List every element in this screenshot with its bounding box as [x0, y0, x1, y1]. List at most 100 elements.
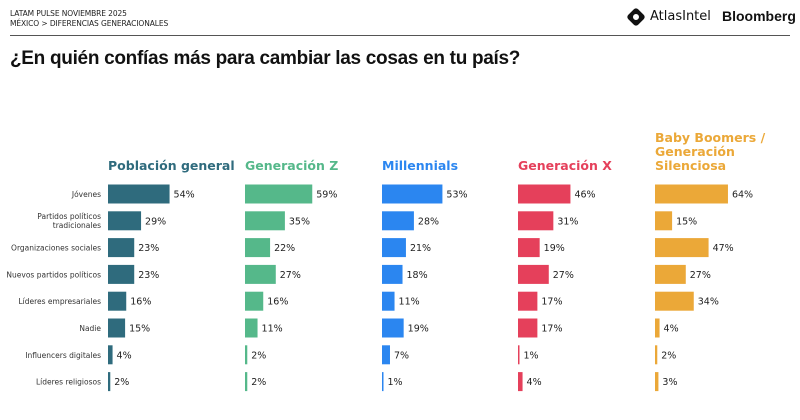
data-label: 2% — [251, 377, 266, 388]
report-name: LATAM PULSE NOVIEMBRE 2025 — [10, 9, 127, 18]
data-label: 46% — [574, 190, 595, 201]
bar — [518, 238, 540, 258]
category-label: Influencers digitales — [25, 351, 101, 360]
bar — [245, 264, 276, 284]
bar — [382, 184, 443, 204]
data-label: 15% — [129, 324, 150, 335]
bar — [518, 345, 520, 365]
bar — [518, 184, 571, 204]
data-label: 59% — [316, 190, 337, 201]
data-label: 4% — [117, 350, 132, 361]
data-label: 16% — [267, 297, 288, 308]
data-label: 16% — [130, 297, 151, 308]
bar — [108, 291, 127, 311]
divider — [10, 35, 790, 36]
data-label: 2% — [114, 377, 129, 388]
bar — [518, 211, 554, 231]
data-label: 22% — [274, 243, 295, 254]
data-label: 19% — [544, 243, 565, 254]
data-label: 7% — [394, 350, 409, 361]
data-label: 3% — [662, 377, 677, 388]
atlasintel-logo: AtlasIntel — [626, 6, 711, 27]
bar — [245, 318, 258, 338]
data-label: 47% — [713, 243, 734, 254]
bar — [518, 264, 549, 284]
data-label: 2% — [661, 350, 676, 361]
data-label: 28% — [418, 216, 439, 227]
bar — [108, 264, 135, 284]
data-label: 54% — [174, 190, 195, 201]
data-label: 11% — [262, 324, 283, 335]
bar — [108, 345, 113, 365]
bar — [245, 345, 248, 365]
data-label: 1% — [388, 377, 403, 388]
category-label: Organizaciones sociales — [11, 244, 101, 253]
category-label: Líderes religiosos — [36, 378, 101, 387]
data-label: 35% — [289, 216, 310, 227]
data-label: 21% — [410, 243, 431, 254]
data-label: 17% — [541, 297, 562, 308]
bar — [382, 372, 384, 392]
bar — [518, 291, 538, 311]
series-header: Población general — [108, 158, 235, 173]
category-label: Nuevos partidos políticos — [6, 270, 101, 279]
bar — [655, 238, 709, 258]
bar — [382, 211, 414, 231]
data-label: 2% — [251, 350, 266, 361]
bar — [518, 318, 538, 338]
bar — [108, 184, 170, 204]
series-header: Baby Boomers / Generación Silenciosa — [655, 130, 766, 173]
atlasintel-name: AtlasIntel — [650, 9, 711, 24]
data-label: 23% — [138, 270, 159, 281]
bar — [655, 291, 694, 311]
data-label: 15% — [676, 216, 697, 227]
category-label: Partidos políticos tradicionales — [37, 212, 101, 230]
data-label: 64% — [732, 190, 753, 201]
data-label: 53% — [446, 190, 467, 201]
bar — [382, 238, 406, 258]
bar — [655, 211, 673, 231]
bar — [382, 264, 403, 284]
bar — [382, 318, 404, 338]
category-label: Nadie — [79, 324, 101, 333]
data-label: 27% — [690, 270, 711, 281]
chart-title: ¿En quién confías más para cambiar las c… — [10, 48, 521, 69]
category-label: Líderes empresariales — [18, 297, 101, 306]
breadcrumb: MÉXICO > DIFERENCIAS GENERACIONALES — [10, 19, 169, 28]
bar — [108, 238, 135, 258]
data-label: 19% — [408, 324, 429, 335]
bar — [382, 291, 395, 311]
series-header: Generación X — [518, 158, 612, 173]
data-label: 11% — [399, 297, 420, 308]
data-label: 34% — [698, 297, 719, 308]
bar — [108, 318, 126, 338]
data-label: 31% — [557, 216, 578, 227]
bar — [382, 345, 390, 365]
bar — [245, 372, 248, 392]
bar — [245, 238, 271, 258]
bloomberg-logo: Bloomberg — [722, 8, 796, 24]
bar — [518, 372, 523, 392]
data-label: 1% — [524, 350, 539, 361]
bar — [655, 318, 660, 338]
bar — [655, 264, 686, 284]
category-label: Jóvenes — [71, 190, 101, 199]
bar — [108, 372, 111, 392]
data-label: 17% — [541, 324, 562, 335]
series-header: Generación Z — [245, 158, 338, 173]
bar — [655, 184, 728, 204]
bar — [655, 345, 658, 365]
data-label: 29% — [145, 216, 166, 227]
data-label: 4% — [527, 377, 542, 388]
series-header: Millennials — [382, 158, 458, 173]
data-label: 4% — [664, 324, 679, 335]
data-label: 27% — [553, 270, 574, 281]
data-label: 23% — [138, 243, 159, 254]
bar — [245, 291, 264, 311]
bar — [655, 372, 659, 392]
bar — [108, 211, 142, 231]
data-label: 27% — [280, 270, 301, 281]
data-label: 18% — [407, 270, 428, 281]
bar — [245, 211, 285, 231]
